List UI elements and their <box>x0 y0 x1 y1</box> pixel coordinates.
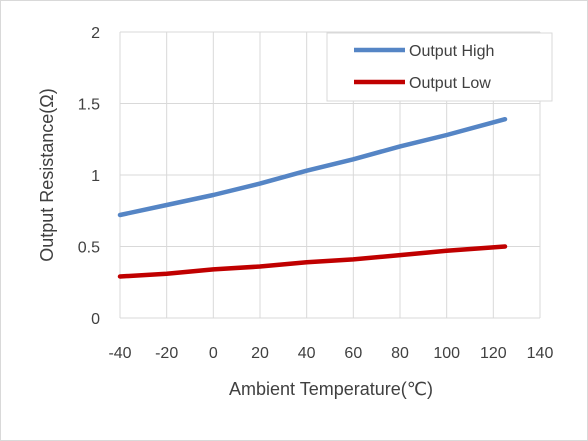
legend: Output High Output Low <box>326 32 553 102</box>
series-line-output-high <box>117 116 508 218</box>
x-tick-label: -40 <box>108 345 131 362</box>
y-tick-label: 1 <box>91 168 100 185</box>
series-lines <box>117 116 508 279</box>
x-tick-label: 140 <box>527 345 554 362</box>
x-tick-label: 100 <box>433 345 460 362</box>
y-axis-title: Output Resistance(Ω) <box>37 88 57 262</box>
y-tick-labels: 0 0.5 1 1.5 2 <box>78 25 100 328</box>
x-axis-title: Ambient Temperature(℃) <box>229 379 433 399</box>
y-tick-label: 0 <box>91 311 100 328</box>
y-tick-label: 2 <box>91 25 100 42</box>
x-tick-label: 40 <box>298 345 316 362</box>
x-tick-label: 20 <box>251 345 269 362</box>
x-tick-label: 60 <box>344 345 362 362</box>
x-tick-labels: -40 -20 0 20 40 60 80 100 120 140 <box>108 345 553 362</box>
legend-box <box>326 32 553 102</box>
x-tick-label: 0 <box>209 345 218 362</box>
legend-label: Output High <box>409 43 494 60</box>
x-tick-label: 120 <box>480 345 507 362</box>
legend-label: Output Low <box>409 75 491 92</box>
x-tick-label: 80 <box>391 345 409 362</box>
x-tick-label: -20 <box>155 345 178 362</box>
series-line-output-low <box>117 244 508 279</box>
y-tick-label: 1.5 <box>78 97 100 114</box>
y-tick-label: 0.5 <box>78 240 100 257</box>
